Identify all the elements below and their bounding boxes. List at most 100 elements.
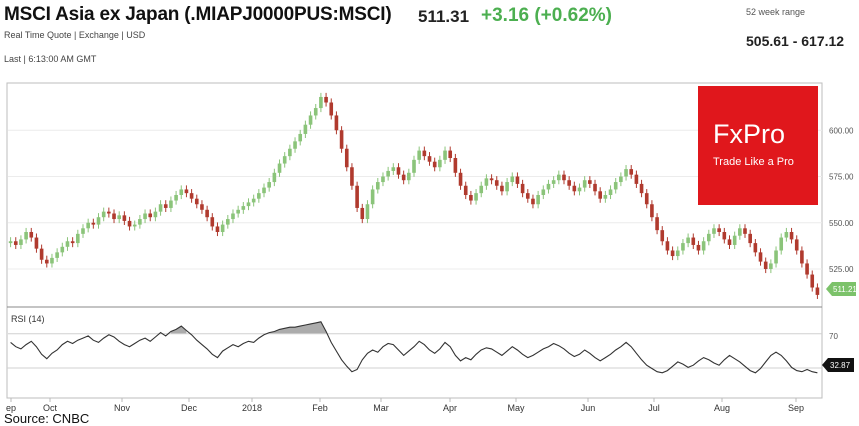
candle-body — [546, 183, 551, 190]
candle-body — [365, 204, 370, 220]
fxpro-watermark: FxPro Trade Like a Pro — [698, 86, 818, 205]
candle-body — [769, 263, 773, 269]
candle-body — [334, 115, 339, 131]
x-tick-label: Feb — [312, 403, 328, 413]
candle-body — [463, 185, 468, 195]
candle-body — [308, 115, 313, 125]
candle-body — [675, 250, 680, 257]
candle-body — [282, 156, 287, 164]
rsi-shade — [170, 326, 187, 334]
candle-body — [417, 150, 421, 160]
candle-body — [748, 233, 752, 244]
candle-body — [541, 189, 546, 195]
candle-body — [701, 241, 706, 251]
candle-body — [303, 124, 308, 134]
candle-body — [644, 193, 649, 205]
candle-body — [655, 217, 659, 231]
rsi-line — [10, 321, 818, 374]
candle-body — [50, 257, 54, 264]
candle-body — [706, 233, 711, 242]
rsi-label: RSI (14) — [11, 314, 45, 324]
rsi-shade — [269, 321, 327, 334]
candle-body — [205, 209, 209, 218]
candle-body — [329, 102, 334, 116]
candle-body — [732, 235, 737, 245]
candle-body — [29, 232, 34, 238]
x-tick-label: Dec — [181, 403, 198, 413]
candle-body — [138, 219, 142, 225]
candle-body — [753, 243, 758, 253]
time-axis: ep Oct Nov Dec 2018 Feb Mar Apr May Jun Jul Aug Sep — [6, 398, 804, 413]
price-axis: 525.00 550.00 575.00 600.00 — [829, 126, 854, 274]
candle-body — [107, 211, 111, 214]
candle-body — [174, 195, 178, 201]
x-tick-label: Apr — [443, 403, 457, 413]
candle-body — [815, 287, 820, 295]
candle-body — [401, 174, 406, 181]
candle-body — [39, 248, 44, 260]
candle-body — [691, 237, 696, 245]
candle-body — [624, 169, 628, 177]
candle-body — [432, 161, 437, 168]
candle-body — [577, 187, 582, 192]
candle-body — [117, 215, 122, 220]
candle-body — [774, 250, 778, 264]
candle-body — [407, 172, 411, 181]
candle-body — [241, 206, 246, 210]
candle-body — [608, 189, 613, 195]
candle-body — [427, 156, 432, 162]
candle-body — [551, 180, 556, 184]
source-caption: Source: CNBC — [4, 411, 90, 426]
candle-body — [143, 213, 147, 220]
candle-body — [132, 224, 137, 227]
svg-text:32.87: 32.87 — [830, 361, 851, 370]
candle-body — [743, 228, 747, 234]
candle-body — [474, 193, 478, 201]
candle-body — [339, 130, 344, 149]
candle-body — [272, 172, 277, 183]
fxpro-tagline: Trade Like a Pro — [713, 156, 794, 168]
candle-body — [800, 250, 804, 264]
candle-body — [515, 176, 520, 184]
price-change: +3.16 (+0.62%) — [481, 5, 612, 26]
svg-text:511.21: 511.21 — [833, 285, 857, 294]
last-update: Last | 6:13:00 AM GMT — [4, 54, 97, 64]
candle-body — [686, 237, 690, 244]
candle-body — [582, 180, 587, 188]
candle-body — [184, 189, 189, 194]
candle-body — [448, 150, 453, 158]
candle-body — [712, 228, 716, 234]
candle-body — [324, 96, 328, 103]
candle-body — [194, 198, 199, 205]
candle-body — [598, 191, 603, 199]
rsi-line-group — [10, 321, 818, 374]
candle-body — [789, 232, 794, 240]
candle-body — [763, 261, 768, 269]
candle-body — [438, 159, 442, 168]
price-tick-label: 550.00 — [829, 219, 854, 228]
candle-body — [489, 178, 494, 181]
candle-body — [257, 193, 261, 199]
candle-body — [422, 150, 427, 157]
candle-body — [60, 246, 65, 253]
candle-body — [246, 202, 251, 207]
x-tick-label: Nov — [114, 403, 131, 413]
candle-body — [381, 176, 385, 183]
candle-body — [603, 195, 608, 199]
candle-body — [189, 193, 194, 199]
x-tick-label: ep — [6, 403, 16, 413]
candle-body — [510, 176, 515, 183]
quote-title: MSCI Asia ex Japan (.MIAPJ0000PUS:MSCI) — [4, 4, 392, 25]
candle-body — [319, 96, 323, 109]
candle-body — [86, 222, 90, 229]
rsi-overbought-fill — [8, 321, 822, 335]
fxpro-brand: FxPro — [713, 119, 785, 149]
rsi-last-badge: 32.87 — [822, 358, 854, 372]
candle-body — [267, 182, 271, 188]
candle-body — [375, 182, 380, 190]
candle-body — [458, 172, 463, 186]
candle-body — [619, 176, 623, 183]
price-tick-label: 525.00 — [829, 265, 854, 274]
quote-meta: Real Time Quote | Exchange | USD — [4, 30, 146, 40]
